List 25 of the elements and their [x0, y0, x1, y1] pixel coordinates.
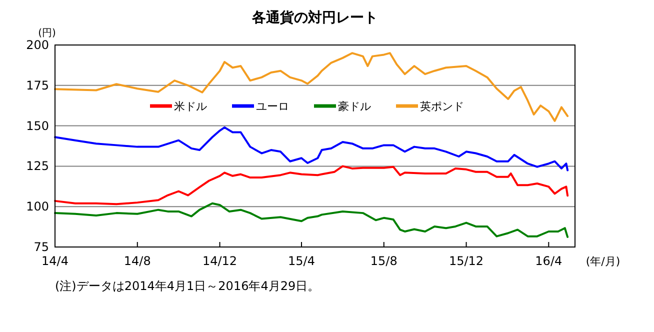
- x-tick-label: 15/12: [448, 254, 484, 268]
- y-tick-label: 175: [26, 78, 49, 92]
- chart-title: 各通貨の対円レート: [251, 9, 378, 26]
- line-series: [54, 52, 569, 122]
- line-series: [54, 165, 569, 206]
- y-tick-label: 200: [26, 38, 49, 52]
- x-axis-title: (年/月): [586, 255, 620, 268]
- y-tick-label: 125: [26, 159, 49, 174]
- line-series: [54, 202, 569, 238]
- y-tick-label: 100: [26, 200, 49, 214]
- x-tick-label: 14/8: [124, 254, 151, 268]
- y-tick-label: 75: [34, 240, 49, 254]
- legend-label: 英ポンド: [420, 100, 464, 113]
- x-tick-label: 16/4: [535, 254, 562, 268]
- legend-label: 豪ドル: [338, 100, 371, 113]
- line-series: [54, 126, 569, 172]
- legend-label: 米ドル: [174, 100, 207, 113]
- y-tick-label: 150: [26, 118, 49, 133]
- y-axis-title: (円): [38, 28, 56, 39]
- x-tick-label: 14/4: [42, 254, 68, 268]
- text: (注)データは2014年4月1日～2016年4月29日。: [55, 279, 320, 293]
- x-tick-label: 15/8: [370, 254, 398, 268]
- x-tick-label: 15/4: [288, 254, 315, 268]
- x-tick-label: 14/12: [202, 254, 238, 268]
- legend-label: ユーロ: [256, 100, 289, 113]
